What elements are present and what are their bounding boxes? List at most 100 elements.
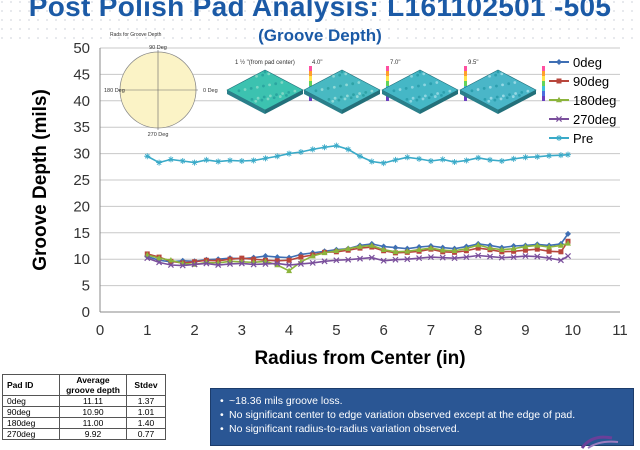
color-scale-step xyxy=(309,71,312,76)
surface-texture xyxy=(488,85,492,89)
surface-edge xyxy=(227,90,265,114)
table-cell-pad-id: 180deg xyxy=(2,417,60,429)
color-scale-step xyxy=(386,81,389,86)
surface-texture xyxy=(254,99,258,103)
surface-texture xyxy=(287,90,291,94)
data-point xyxy=(345,245,352,251)
data-point xyxy=(333,142,340,149)
surface-texture xyxy=(436,92,440,95)
surface-edge xyxy=(420,90,458,114)
data-point xyxy=(404,154,411,161)
surface-texture xyxy=(261,73,265,77)
data-point xyxy=(356,255,364,262)
data-point xyxy=(156,259,163,266)
pad-diagram-title: Rads for Groove Depth xyxy=(110,32,162,38)
data-point xyxy=(321,258,328,265)
stats-table: Pad ID Average groove depth Stdev 0deg 1… xyxy=(2,374,166,440)
x-tick-label: 8 xyxy=(474,322,482,339)
surface-texture xyxy=(272,96,276,100)
surface-edge xyxy=(382,90,420,114)
data-point xyxy=(555,115,563,123)
data-series xyxy=(144,142,572,274)
surface-texture xyxy=(263,70,267,74)
legend-item: 270deg xyxy=(549,112,616,127)
data-point xyxy=(522,247,528,253)
surface-texture xyxy=(361,94,365,97)
data-point xyxy=(392,256,399,263)
surface-texture xyxy=(274,82,278,86)
stats-header-row: Pad ID Average groove depth Stdev xyxy=(2,374,166,396)
data-point xyxy=(556,59,562,65)
data-point xyxy=(274,153,281,160)
data-point xyxy=(309,146,316,153)
surface-texture xyxy=(423,94,427,98)
surface-map: 9.5" xyxy=(459,60,545,114)
data-point xyxy=(345,256,352,263)
data-point xyxy=(227,157,233,164)
surface-texture xyxy=(339,95,343,99)
data-point xyxy=(333,247,340,254)
data-point xyxy=(556,78,562,84)
surface-texture xyxy=(427,96,431,100)
data-point xyxy=(368,254,375,261)
series-line xyxy=(146,144,569,164)
surface-texture xyxy=(501,83,504,87)
surface-texture xyxy=(268,83,271,87)
data-point xyxy=(215,158,222,165)
data-point xyxy=(451,247,458,254)
table-cell-pad-id: 0deg xyxy=(2,395,60,407)
surface-texture xyxy=(409,99,413,103)
surface-texture xyxy=(370,89,374,93)
legend-label: Pre xyxy=(573,131,593,146)
data-point xyxy=(546,255,553,262)
surface-texture xyxy=(351,82,355,86)
data-point xyxy=(250,261,257,268)
table-cell-average: 10.90 xyxy=(59,406,127,418)
color-scale-step xyxy=(386,76,389,81)
data-point xyxy=(439,247,446,253)
data-point xyxy=(565,230,571,237)
data-point xyxy=(333,257,340,264)
surface-texture xyxy=(422,72,426,76)
surface-maps: 1 ½ "(from pad center) 4.0" 7.0" 9.5" xyxy=(226,59,545,114)
data-point xyxy=(286,261,293,269)
data-point xyxy=(274,258,280,264)
x-tick-label: 10 xyxy=(564,322,581,339)
x-tick-label: 3 xyxy=(238,322,246,339)
y-tick-label: 50 xyxy=(73,40,90,57)
data-point xyxy=(144,255,151,262)
angle-label-0: 0 Deg xyxy=(203,88,218,94)
surface-texture xyxy=(508,93,511,97)
surface-texture xyxy=(326,86,330,90)
color-scale-step xyxy=(386,71,389,76)
y-tick-label: 10 xyxy=(73,251,90,268)
surface-texture xyxy=(410,85,414,89)
data-point xyxy=(546,243,553,250)
notes-box: ~18.36 mils groove loss. No significant … xyxy=(210,388,634,446)
angle-label-90: 90 Deg xyxy=(149,45,167,51)
data-point xyxy=(262,260,269,267)
company-logo xyxy=(580,435,619,449)
surface-texture xyxy=(429,82,433,86)
data-point xyxy=(404,256,411,263)
data-point xyxy=(557,152,564,159)
data-point xyxy=(475,245,481,251)
surface-texture xyxy=(482,86,486,90)
data-point xyxy=(498,157,505,164)
data-point xyxy=(463,254,470,261)
surface-texture xyxy=(511,95,515,98)
data-point xyxy=(565,240,571,246)
surface-texture xyxy=(332,74,335,78)
data-point xyxy=(565,151,571,158)
surface-texture xyxy=(517,94,521,97)
surface-texture xyxy=(345,83,348,87)
notes-list: ~18.36 mils groove loss. No significant … xyxy=(219,395,625,435)
data-point xyxy=(238,157,245,164)
surface-texture xyxy=(243,88,247,91)
y-tick-label: 20 xyxy=(73,198,90,215)
surface-texture xyxy=(284,94,288,97)
legend-label: 0deg xyxy=(573,55,602,70)
data-point xyxy=(546,152,553,159)
data-point xyxy=(156,159,163,166)
surface-texture xyxy=(268,94,272,98)
